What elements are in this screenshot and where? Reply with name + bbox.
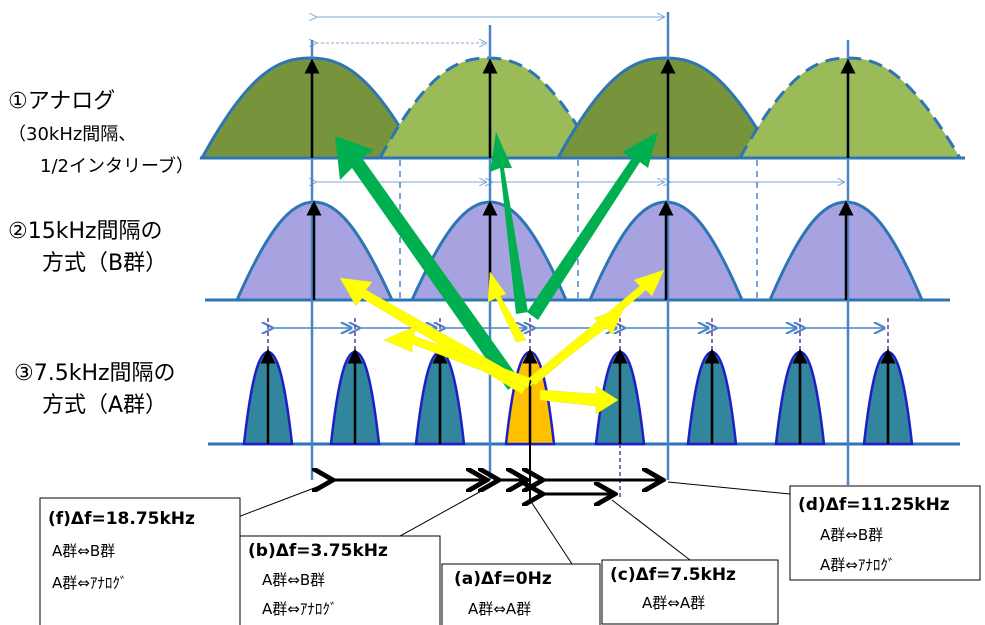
analog-carrier-1 [199,56,421,160]
a-label-line2: 方式（A群） [42,393,167,418]
green-arrow-to-analog-2 [490,132,528,314]
row-labels: ①アナログ （30kHz間隔、 1/2インタリーブ） ②15kHz間隔の 方式（… [8,89,194,418]
yellow-arrow-to-a-right [529,307,625,387]
b-label-line2: 方式（B群） [42,251,167,276]
green-arrow-to-analog-3 [527,132,658,320]
analog-carrier-2 [377,56,599,160]
analog-label-line3: 1/2インタリーブ） [40,155,194,177]
box-f-line2: A群⇔ｱﾅﾛｸﾞ [52,574,127,592]
delta-f-arrows [330,444,660,500]
box-b-title: (b)Δf=3.75kHz [248,541,388,561]
box-b-line2: A群⇔ｱﾅﾛｸﾞ [262,600,337,618]
green-arrow-to-analog-1 [335,136,520,390]
box-c-line1: A群⇔A群 [642,594,705,612]
yellow-arrow-to-b-2 [487,271,527,343]
box-f-title: (f)Δf=18.75kHz [48,509,195,529]
box-c-title: (c)Δf=7.5kHz [610,565,736,585]
box-d-line2: A群⇔ｱﾅﾛｸﾞ [820,556,895,574]
box-a-line1: A群⇔A群 [468,600,531,618]
carrier-peak-arrows [260,58,896,444]
analog-row [199,17,965,160]
leader-lines [229,481,791,565]
info-box-b: (b)Δf=3.75kHz A群⇔B群 A群⇔ｱﾅﾛｸﾞ [239,535,441,625]
b-label-line1: ②15kHz間隔の [8,219,163,244]
box-d-title: (d)Δf=11.25kHz [798,495,950,515]
a-label-line1: ③7.5kHz間隔の [14,361,176,386]
info-box-f: (f)Δf=18.75kHz A群⇔B群 A群⇔ｱﾅﾛｸﾞ [39,497,241,625]
box-f-line1: A群⇔B群 [52,542,115,560]
yellow-arrow-to-a-left [383,325,531,389]
info-box-d: (d)Δf=11.25kHz A群⇔B群 A群⇔ｱﾅﾛｸﾞ [789,485,981,581]
analog-label-line1: ①アナログ [8,89,115,114]
info-box-a: (a)Δf=0Hz A群⇔A群 [441,563,601,625]
box-d-line1: A群⇔B群 [820,526,883,544]
yellow-arrow-short-right [539,385,619,415]
box-a-title: (a)Δf=0Hz [454,569,552,589]
analog-carrier-4 [737,56,963,160]
analog-label-line2: （30kHz間隔、 [8,124,136,145]
info-box-c: (c)Δf=7.5kHz A群⇔A群 [601,559,779,625]
analog-carrier-3 [555,56,777,160]
green-arrows [335,132,658,390]
box-b-line1: A群⇔B群 [262,571,325,589]
yellow-arrows [339,269,665,415]
